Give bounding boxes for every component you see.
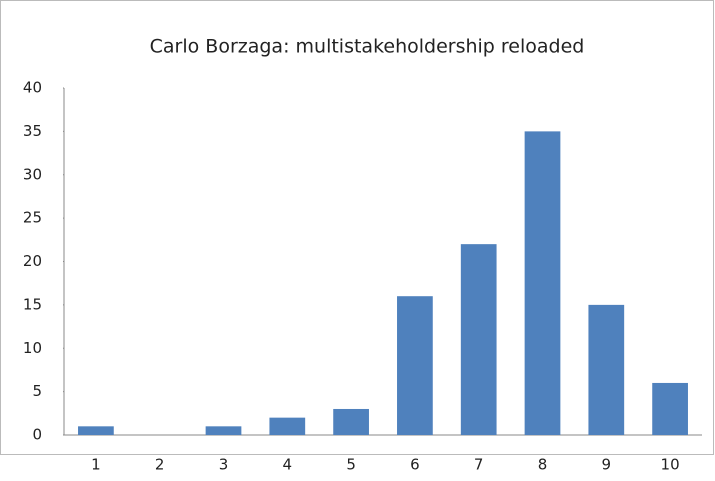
bar xyxy=(78,426,114,435)
y-tick-label: 10 xyxy=(23,339,42,357)
x-tick-label: 10 xyxy=(661,456,680,474)
y-tick-label: 0 xyxy=(32,426,42,444)
x-tick-label: 8 xyxy=(538,456,548,474)
x-tick-label: 3 xyxy=(219,456,229,474)
x-tick-label: 4 xyxy=(283,456,293,474)
bar xyxy=(205,426,242,435)
y-tick-label: 35 xyxy=(23,122,42,140)
x-tick-label: 1 xyxy=(91,456,101,474)
y-tick-label: 40 xyxy=(23,79,42,97)
bar xyxy=(588,304,625,435)
y-tick-label: 5 xyxy=(32,382,42,400)
y-tick-label: 30 xyxy=(23,165,42,183)
x-tick-label: 5 xyxy=(346,456,356,474)
y-tick-label: 20 xyxy=(23,252,42,270)
bar xyxy=(333,408,369,435)
x-tick-label: 9 xyxy=(602,456,612,474)
bar xyxy=(652,382,688,435)
y-tick-label: 15 xyxy=(23,295,42,313)
bar xyxy=(460,244,497,435)
x-tick-label: 2 xyxy=(155,456,165,474)
chart-title: Carlo Borzaga: multistakeholdership relo… xyxy=(150,36,585,58)
bar xyxy=(524,131,561,435)
x-tick-label: 6 xyxy=(410,456,420,474)
bar xyxy=(397,296,433,435)
x-tick-label: 7 xyxy=(474,456,484,474)
y-tick-label: 25 xyxy=(23,209,42,227)
bar xyxy=(269,417,306,435)
